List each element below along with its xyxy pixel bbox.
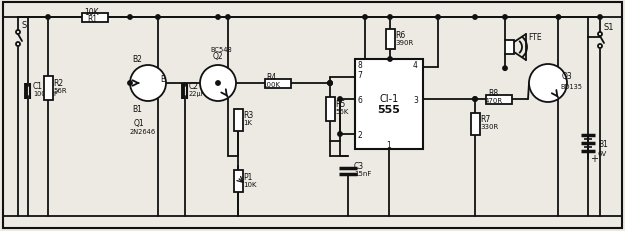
Text: E: E	[160, 75, 165, 84]
Text: 2: 2	[357, 131, 362, 139]
Circle shape	[472, 97, 478, 102]
Text: R8: R8	[488, 89, 498, 97]
Text: BD135: BD135	[560, 84, 582, 90]
Circle shape	[388, 58, 392, 62]
Circle shape	[328, 82, 332, 86]
Circle shape	[388, 16, 392, 20]
Text: 22µF: 22µF	[189, 91, 206, 97]
Bar	[234, 170, 242, 192]
Text: 1K: 1K	[243, 119, 252, 125]
Text: 330R: 330R	[480, 123, 498, 129]
Text: 1000µF: 1000µF	[33, 91, 58, 97]
Text: C3: C3	[354, 161, 364, 170]
Text: C1: C1	[33, 82, 43, 91]
Bar	[386, 30, 394, 50]
Text: 8: 8	[357, 61, 362, 70]
Circle shape	[338, 132, 342, 137]
Text: +: +	[590, 153, 598, 163]
Circle shape	[226, 16, 230, 20]
Circle shape	[156, 16, 160, 20]
Text: 2N2646: 2N2646	[130, 128, 156, 134]
Text: R1: R1	[87, 15, 97, 24]
Text: S1: S1	[604, 23, 614, 32]
Text: 56K: 56K	[335, 109, 348, 115]
Circle shape	[216, 82, 220, 86]
Text: R7: R7	[480, 115, 490, 123]
Text: 6V: 6V	[598, 150, 608, 156]
Circle shape	[338, 97, 342, 102]
Circle shape	[46, 16, 50, 20]
Text: 470R: 470R	[485, 97, 503, 103]
Bar	[82, 13, 108, 22]
Circle shape	[598, 16, 602, 20]
Text: R3: R3	[243, 110, 253, 119]
Text: 4: 4	[413, 61, 418, 70]
Circle shape	[362, 16, 368, 20]
Text: 555: 555	[378, 105, 401, 115]
Text: CI-1: CI-1	[379, 94, 399, 103]
Text: Q1: Q1	[134, 119, 144, 128]
Text: R4: R4	[266, 73, 276, 82]
Circle shape	[503, 16, 508, 20]
Circle shape	[472, 97, 478, 102]
Text: Q3: Q3	[562, 72, 572, 81]
Text: 390R: 390R	[395, 40, 413, 46]
Text: 100K: 100K	[262, 82, 280, 88]
Text: Q2: Q2	[213, 52, 224, 61]
Text: 3: 3	[413, 96, 418, 105]
Text: 7: 7	[357, 71, 362, 80]
Circle shape	[127, 82, 132, 86]
Circle shape	[529, 65, 567, 103]
Circle shape	[503, 67, 508, 71]
Text: R6: R6	[395, 31, 405, 40]
Text: C2: C2	[189, 82, 199, 91]
Text: R5: R5	[335, 100, 345, 109]
Circle shape	[436, 16, 440, 20]
Text: 10K: 10K	[84, 8, 99, 17]
Circle shape	[127, 16, 132, 20]
Bar	[326, 97, 334, 122]
Bar	[471, 113, 479, 135]
Bar	[234, 109, 242, 131]
Text: B1: B1	[598, 139, 608, 148]
Text: P1: P1	[243, 172, 252, 181]
Text: R2: R2	[53, 79, 63, 88]
Text: 6: 6	[357, 96, 362, 105]
Text: B1: B1	[132, 105, 142, 113]
Circle shape	[200, 66, 236, 102]
Circle shape	[598, 33, 602, 37]
Circle shape	[16, 31, 20, 35]
Circle shape	[328, 82, 332, 86]
Circle shape	[216, 16, 220, 20]
Text: S: S	[22, 21, 28, 30]
Text: B2: B2	[132, 55, 142, 64]
Text: BC548: BC548	[210, 47, 232, 53]
Text: 56R: 56R	[53, 88, 67, 94]
Bar	[44, 77, 53, 100]
Bar	[355, 60, 423, 149]
Text: 10K: 10K	[243, 181, 256, 187]
Bar	[486, 95, 512, 104]
Circle shape	[556, 16, 561, 20]
Circle shape	[598, 45, 602, 49]
Bar	[265, 79, 291, 88]
Text: 15nF: 15nF	[354, 170, 371, 176]
Bar	[505, 41, 514, 55]
Text: 1: 1	[386, 140, 391, 149]
Circle shape	[472, 16, 478, 20]
Circle shape	[16, 43, 20, 47]
Text: FTE: FTE	[528, 33, 542, 42]
Circle shape	[130, 66, 166, 102]
Circle shape	[328, 82, 332, 86]
